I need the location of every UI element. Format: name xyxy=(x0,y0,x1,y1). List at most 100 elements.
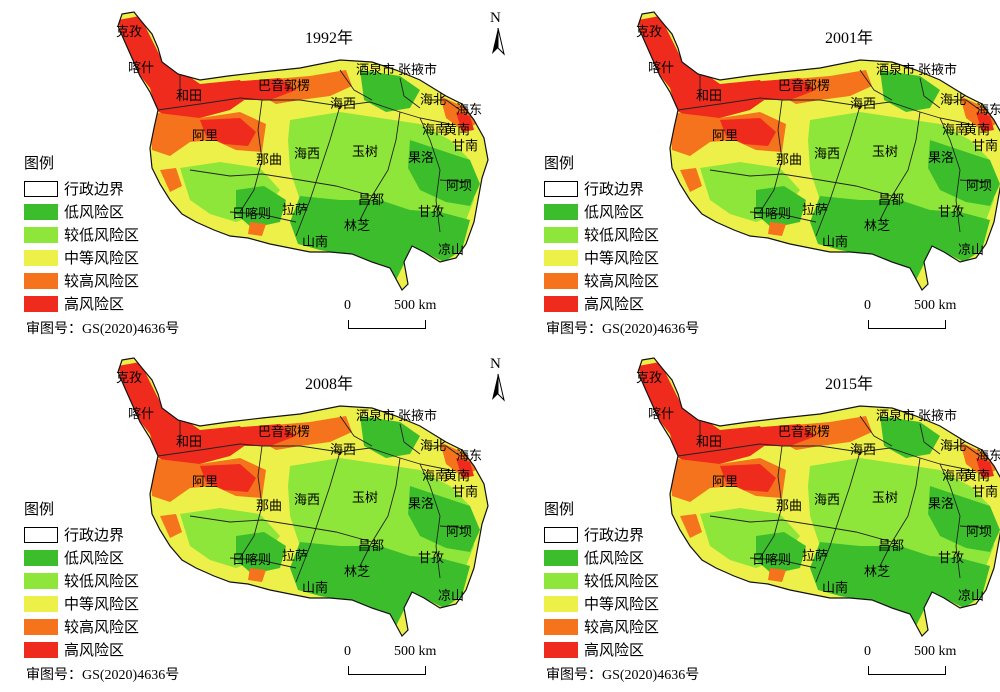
legend-label: 较低风险区 xyxy=(584,572,660,590)
region-label: 山南 xyxy=(302,580,328,596)
region-label: 海南 xyxy=(942,122,968,138)
region-label: 张掖市 xyxy=(918,408,957,424)
region-label: 海西 xyxy=(814,147,840,162)
region-label: 海西 xyxy=(330,443,356,458)
region-label: 酒泉市 xyxy=(876,408,915,424)
region-label: 海南 xyxy=(422,122,448,138)
region-label: 阿里 xyxy=(192,129,218,144)
admin-boundaries xyxy=(677,69,991,237)
region-label: 海北 xyxy=(420,93,446,108)
map-panel-2: 克孜 喀什 和田 巴音郭楞 酒泉市 张掖市 海西 海北 海东 海南 黄南 甘南 阿里 那曲 海西 玉树 果洛 阿坝… xyxy=(520,0,1000,346)
region-label: 昌都 xyxy=(878,539,904,554)
legend-swatch xyxy=(24,203,58,220)
region-label: 林芝 xyxy=(864,564,890,580)
region-label: 昌都 xyxy=(358,539,384,554)
legend-swatch xyxy=(24,249,58,266)
admin-boundaries xyxy=(157,69,471,237)
legend-item: 中等风险区 xyxy=(544,246,659,269)
region-label: 甘孜 xyxy=(418,205,444,220)
region-label: 甘孜 xyxy=(938,205,964,220)
legend-label: 中等风险区 xyxy=(64,249,140,267)
region-label: 凉山 xyxy=(958,589,984,604)
legend-swatch xyxy=(24,595,58,612)
legend-label: 高风险区 xyxy=(584,295,645,313)
legend-item: 较低风险区 xyxy=(544,569,659,592)
region-label: 海西 xyxy=(294,147,320,162)
scale-zero: 0 xyxy=(344,298,351,313)
region-label: 海东 xyxy=(976,449,1000,464)
region-label: 凉山 xyxy=(958,243,984,258)
region-label: 巴音郭楞 xyxy=(778,424,830,440)
legend-item: 行政边界 xyxy=(24,523,139,546)
legend-label: 较高风险区 xyxy=(64,618,140,636)
region-label: 玉树 xyxy=(872,491,898,506)
region-label: 那曲 xyxy=(256,499,282,514)
legend-swatch xyxy=(544,180,578,197)
scale-distance: 500 km xyxy=(914,298,957,313)
legend-label: 较低风险区 xyxy=(64,572,140,590)
region-label: 和田 xyxy=(696,89,722,104)
region-label: 海东 xyxy=(976,103,1000,118)
legend-label: 低风险区 xyxy=(584,549,645,567)
legend-item: 行政边界 xyxy=(24,177,139,200)
region-label: 阿坝 xyxy=(966,179,992,194)
legend-item: 行政边界 xyxy=(544,177,659,200)
region-label: 阿坝 xyxy=(446,179,472,194)
region-label: 阿里 xyxy=(712,475,738,490)
legend-label: 较高风险区 xyxy=(64,272,140,290)
legend-item: 高风险区 xyxy=(544,638,659,661)
legend: 图例 行政边界 低风险区 较低风险区 中等风险区 较高风险区 高风险区 xyxy=(24,152,139,315)
scale-bar: 0 500 km xyxy=(864,644,964,684)
legend-item: 中等风险区 xyxy=(544,592,659,615)
review-number: 审图号：GS(2020)4636号 xyxy=(26,668,180,683)
region-label: 黄南 xyxy=(444,122,470,138)
legend-swatch xyxy=(544,249,578,266)
legend-title: 图例 xyxy=(544,154,575,172)
region-label: 巴音郭楞 xyxy=(258,424,310,440)
region-label: 张掖市 xyxy=(398,62,437,78)
legend-item: 较低风险区 xyxy=(24,223,139,246)
legend-item: 高风险区 xyxy=(24,638,139,661)
legend-label: 高风险区 xyxy=(584,641,645,659)
region-label: 甘南 xyxy=(972,484,998,500)
region-label: 果洛 xyxy=(928,497,954,512)
north-arrow-icon xyxy=(492,27,505,56)
scale-distance: 500 km xyxy=(394,298,437,313)
legend-swatch xyxy=(24,526,58,543)
region-label: 甘南 xyxy=(972,138,998,154)
legend-swatch xyxy=(24,618,58,635)
legend-swatch xyxy=(24,549,58,566)
region-label: 阿里 xyxy=(192,475,218,490)
legend-label: 较高风险区 xyxy=(584,272,660,290)
year-title: 2008年 xyxy=(305,376,354,393)
scale-bar: 0 500 km xyxy=(864,298,964,338)
region-label: 喀什 xyxy=(648,60,674,76)
legend-item: 低风险区 xyxy=(24,546,139,569)
legend-swatch xyxy=(544,203,578,220)
legend-item: 低风险区 xyxy=(544,546,659,569)
legend-item: 低风险区 xyxy=(24,200,139,223)
legend-swatch xyxy=(544,526,578,543)
region-label: 日喀则 xyxy=(232,206,271,222)
legend-swatch xyxy=(544,272,578,289)
region-label: 巴音郭楞 xyxy=(778,78,830,94)
region-label: 克孜 xyxy=(636,371,662,386)
legend-label: 较低风险区 xyxy=(64,226,140,244)
region-label: 海南 xyxy=(942,468,968,484)
region-label: 和田 xyxy=(696,435,722,450)
scale-line xyxy=(348,320,426,329)
legend-label: 低风险区 xyxy=(64,549,125,567)
legend-swatch xyxy=(24,572,58,589)
legend-swatch xyxy=(544,618,578,635)
region-label: 和田 xyxy=(176,89,202,104)
region-label: 山南 xyxy=(822,580,848,596)
region-label: 克孜 xyxy=(116,371,142,386)
legend-item: 行政边界 xyxy=(544,523,659,546)
region-label: 海西 xyxy=(814,493,840,508)
legend-item: 高风险区 xyxy=(24,292,139,315)
region-label: 酒泉市 xyxy=(356,62,395,78)
year-title: 2015年 xyxy=(825,376,874,393)
scale-bar: 0 500 km xyxy=(344,298,444,338)
legend-swatch xyxy=(544,572,578,589)
